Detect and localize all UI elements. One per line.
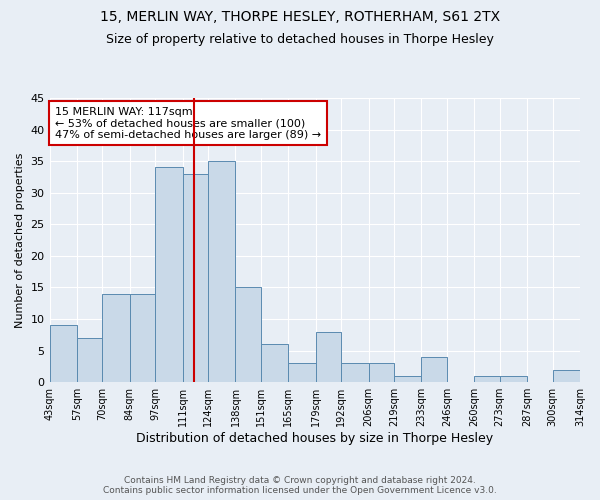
Bar xyxy=(341,364,368,382)
Bar xyxy=(77,338,103,382)
Bar xyxy=(130,294,155,382)
X-axis label: Distribution of detached houses by size in Thorpe Hesley: Distribution of detached houses by size … xyxy=(136,432,493,445)
Bar xyxy=(316,332,341,382)
Bar xyxy=(500,376,527,382)
Bar xyxy=(474,376,500,382)
Bar xyxy=(208,161,235,382)
Bar xyxy=(261,344,289,382)
Bar xyxy=(103,294,130,382)
Bar xyxy=(394,376,421,382)
Y-axis label: Number of detached properties: Number of detached properties xyxy=(15,152,25,328)
Bar xyxy=(182,174,208,382)
Text: Size of property relative to detached houses in Thorpe Hesley: Size of property relative to detached ho… xyxy=(106,32,494,46)
Bar xyxy=(368,364,394,382)
Text: 15, MERLIN WAY, THORPE HESLEY, ROTHERHAM, S61 2TX: 15, MERLIN WAY, THORPE HESLEY, ROTHERHAM… xyxy=(100,10,500,24)
Bar xyxy=(289,364,316,382)
Bar xyxy=(50,326,77,382)
Bar xyxy=(421,357,447,382)
Bar xyxy=(235,288,261,382)
Text: 15 MERLIN WAY: 117sqm
← 53% of detached houses are smaller (100)
47% of semi-det: 15 MERLIN WAY: 117sqm ← 53% of detached … xyxy=(55,106,321,140)
Bar xyxy=(155,168,182,382)
Text: Contains HM Land Registry data © Crown copyright and database right 2024.
Contai: Contains HM Land Registry data © Crown c… xyxy=(103,476,497,495)
Bar xyxy=(553,370,580,382)
